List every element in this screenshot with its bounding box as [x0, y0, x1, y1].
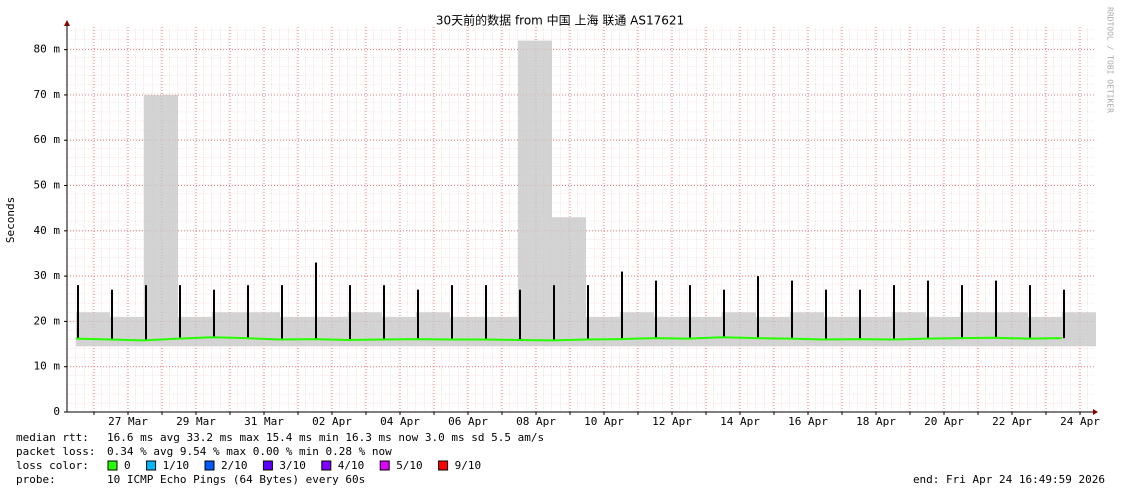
x-tick-label: 20 Apr: [924, 415, 964, 428]
y-tick-label: 80 m: [34, 43, 61, 56]
y-tick-label: 40 m: [34, 224, 61, 237]
smoke: [688, 316, 722, 347]
smoke: [960, 312, 994, 347]
y-tick-label: 50 m: [34, 179, 61, 192]
legend-swatch: [107, 460, 118, 471]
y-tick-label: 30 m: [34, 269, 61, 282]
end-time: end: Fri Apr 24 16:49:59 2026: [913, 473, 1105, 486]
x-tick-label: 22 Apr: [992, 415, 1032, 428]
legend-swatch: [146, 460, 157, 471]
smoke: [858, 316, 892, 347]
x-tick-label: 27 Mar: [108, 415, 148, 428]
legend-swatch: [204, 460, 215, 471]
x-tick-label: 06 Apr: [448, 415, 488, 428]
legend-label: 1/10: [163, 459, 190, 472]
stat-label: packet loss:: [16, 445, 95, 458]
smoke: [722, 312, 756, 347]
smoke: [76, 312, 110, 347]
median-line: [75, 336, 1063, 342]
legend-label: 9/10: [455, 459, 482, 472]
y-tick-label: 60 m: [34, 133, 61, 146]
y-axis-label: Seconds: [4, 197, 17, 243]
x-tick-label: 29 Mar: [176, 415, 216, 428]
legend-swatch: [438, 460, 449, 471]
legend-label: 2/10: [221, 459, 248, 472]
smoke: [790, 312, 824, 347]
smoke: [586, 316, 620, 347]
smoke: [484, 316, 518, 347]
x-tick-label: 10 Apr: [584, 415, 624, 428]
y-tick-label: 0: [53, 405, 60, 418]
legend-swatch: [379, 460, 390, 471]
stat-text: 16.6 ms avg 33.2 ms max 15.4 ms min 16.3…: [107, 431, 544, 444]
loss-label: loss color:: [16, 459, 89, 472]
plot: [67, 27, 1096, 413]
x-tick-label: 24 Apr: [1060, 415, 1100, 428]
chart-title: 30天前的数据 from 中国 上海 联通 AS17621: [436, 13, 684, 28]
x-arrow: [1093, 409, 1098, 415]
probe-label: probe:: [16, 473, 56, 486]
smoke: [416, 312, 450, 347]
smoke: [280, 316, 314, 347]
x-tick-label: 16 Apr: [788, 415, 828, 428]
x-tick-label: 18 Apr: [856, 415, 896, 428]
legend-label: 3/10: [279, 459, 306, 472]
probe-text: 10 ICMP Echo Pings (64 Bytes) every 60s: [107, 473, 365, 486]
smoke: [314, 316, 348, 347]
smoke: [1062, 312, 1096, 347]
smoke: [756, 316, 790, 347]
smoke: [178, 316, 212, 347]
smoke: [1028, 316, 1062, 347]
legend-label: 4/10: [338, 459, 365, 472]
smoke: [994, 312, 1028, 347]
y-tick-label: 70 m: [34, 88, 61, 101]
x-tick-label: 31 Mar: [244, 415, 284, 428]
x-tick-label: 08 Apr: [516, 415, 556, 428]
y-tick-label: 10 m: [34, 360, 61, 373]
legend-label: 0: [124, 459, 131, 472]
y-arrow: [64, 20, 70, 26]
legend-swatch: [262, 460, 273, 471]
watermark: RRDTOOL / TOBI OETIKER: [1106, 7, 1115, 113]
smoke: [518, 40, 552, 347]
smoke: [892, 312, 926, 347]
smoke: [926, 316, 960, 347]
x-tick-label: 14 Apr: [720, 415, 760, 428]
x-tick-label: 12 Apr: [652, 415, 692, 428]
x-tick-label: 02 Apr: [312, 415, 352, 428]
smoke: [382, 316, 416, 347]
smoke: [654, 316, 688, 347]
smoke: [246, 312, 280, 347]
smoke: [348, 312, 382, 347]
x-tick-label: 04 Apr: [380, 415, 420, 428]
stat-text: 0.34 % avg 9.54 % max 0.00 % min 0.28 % …: [107, 445, 392, 458]
smoke: [110, 316, 144, 347]
smoke: [212, 312, 246, 347]
y-tick-label: 20 m: [34, 314, 61, 327]
smoke: [552, 217, 586, 347]
legend-label: 5/10: [396, 459, 423, 472]
smoke: [144, 94, 178, 347]
footer: median rtt: 16.6 ms avg 33.2 ms max 15.4 …: [16, 431, 1105, 486]
stat-label: median rtt:: [16, 431, 89, 444]
smoke: [620, 312, 654, 347]
smoke: [824, 316, 858, 347]
smoke: [450, 316, 484, 347]
legend-swatch: [321, 460, 332, 471]
